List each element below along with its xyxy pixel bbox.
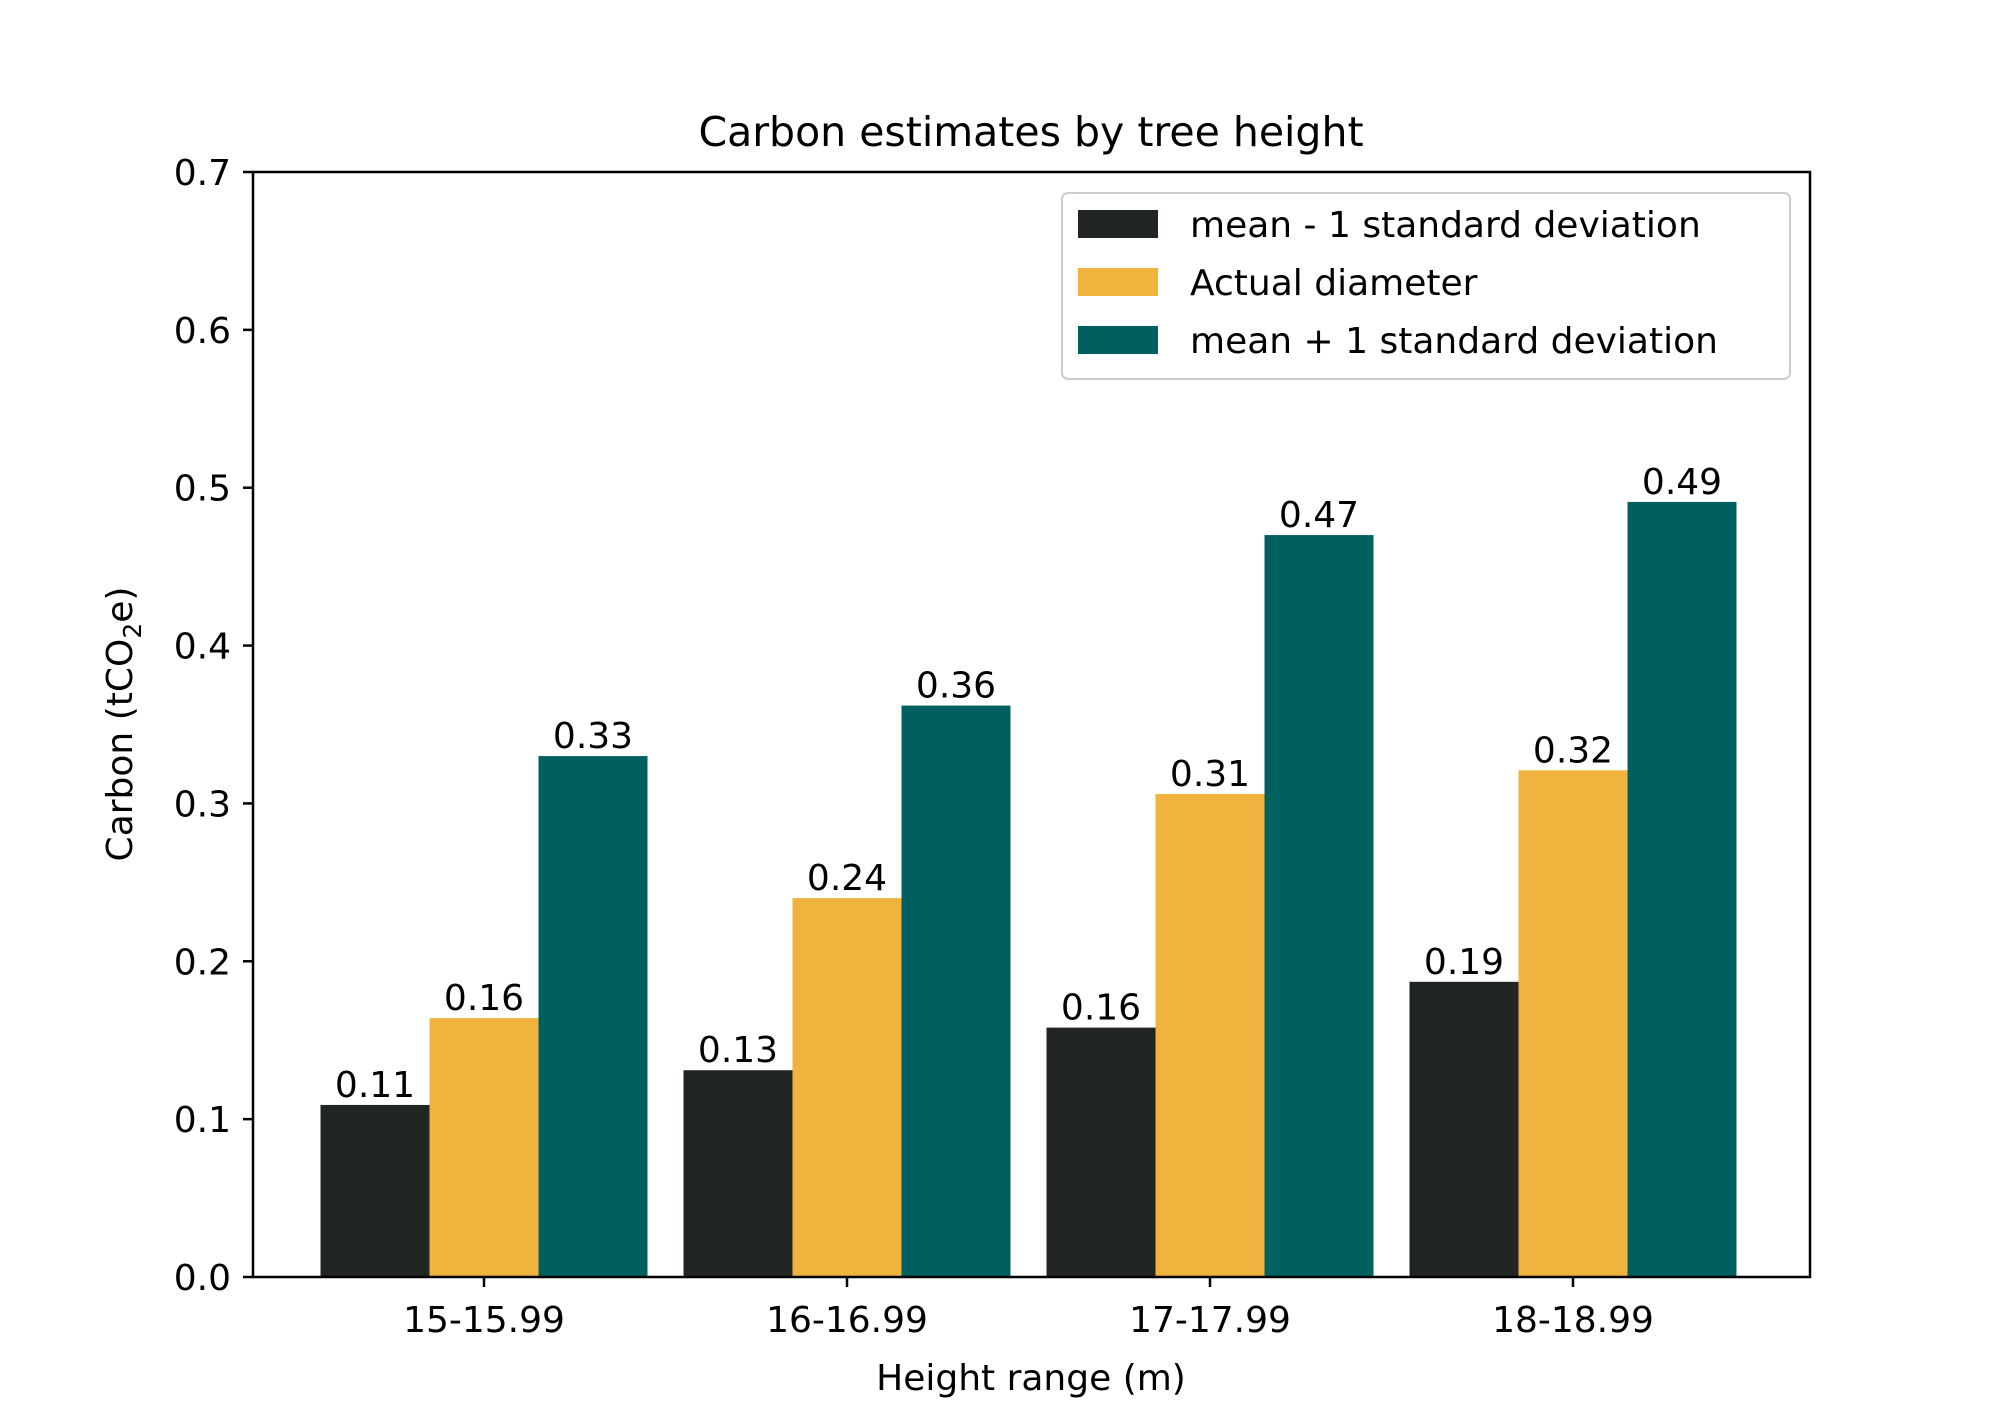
bar-value-label-series-1-category-1: 0.24 (807, 858, 887, 899)
bar-value-label-series-2-category-2: 0.47 (1279, 495, 1359, 536)
x-tick-label-0: 15-15.99 (403, 1300, 565, 1341)
bar-labels-layer: 0.11 0.13 0.16 0.19 0.16 0.24 0.31 0.32 0.33 0.36… (335, 462, 1722, 1106)
bar-series-0-category-3 (1409, 981, 1519, 1277)
y-axis-label-tail: e) (100, 587, 141, 623)
x-tick-label-1: 16-16.99 (766, 1300, 928, 1341)
bar-value-label-series-1-category-3: 0.32 (1533, 730, 1613, 771)
x-axis: 15-15.99 16-16.99 17-17.99 18-18.99 (403, 1277, 1654, 1341)
bar-value-label-series-0-category-1: 0.13 (698, 1030, 778, 1071)
bar-series-1-category-0 (429, 1018, 539, 1277)
y-axis-label: Carbon (tCO2e) (100, 587, 147, 862)
bar-value-label-series-1-category-2: 0.31 (1170, 754, 1250, 795)
bar-series-2-category-3 (1627, 501, 1737, 1278)
plot-frame (251, 170, 1812, 1279)
bar-series-0-category-2 (1046, 1027, 1156, 1277)
bars-layer (320, 501, 1737, 1278)
y-tick-label-5: 0.5 (174, 469, 231, 510)
bar-value-label-series-0-category-2: 0.16 (1061, 988, 1141, 1029)
y-tick-label-7: 0.7 (174, 153, 231, 194)
legend-frame (1061, 192, 1791, 380)
legend: mean - 1 standard deviation Actual diame… (1061, 192, 1791, 380)
bar-series-1-category-3 (1518, 770, 1628, 1277)
y-axis-label-subscript: 2 (118, 623, 147, 639)
x-tick-label-3: 18-18.99 (1492, 1300, 1654, 1341)
y-tick-label-4: 0.4 (174, 627, 231, 668)
y-tick-label-1: 0.1 (174, 1100, 231, 1141)
bar-series-2-category-0 (538, 756, 648, 1277)
bar-series-0-category-1 (683, 1070, 793, 1277)
bar-series-2-category-1 (901, 705, 1011, 1277)
y-axis: 0.0 0.1 0.2 0.3 0.4 0.5 0.6 0.7 (174, 153, 253, 1299)
bar-series-1-category-2 (1155, 793, 1265, 1277)
bar-series-2-category-2 (1264, 535, 1374, 1277)
y-axis-label-main: Carbon (tCO (100, 639, 141, 862)
y-tick-label-0: 0.0 (174, 1258, 231, 1299)
bar-value-label-series-2-category-0: 0.33 (553, 716, 633, 757)
bar-value-label-series-1-category-0: 0.16 (444, 978, 524, 1019)
legend-swatch-series-1 (1078, 268, 1158, 296)
legend-label-series-0: mean - 1 standard deviation (1190, 205, 1701, 246)
bar-value-label-series-2-category-3: 0.49 (1642, 462, 1722, 503)
bar-series-0-category-0 (320, 1104, 430, 1277)
x-axis-label: Height range (m) (876, 1358, 1186, 1399)
bar-series-1-category-1 (792, 898, 902, 1277)
y-tick-label-3: 0.3 (174, 784, 231, 825)
legend-label-series-2: mean + 1 standard deviation (1190, 321, 1718, 362)
bar-value-label-series-2-category-1: 0.36 (916, 666, 996, 707)
bar-value-label-series-0-category-3: 0.19 (1424, 942, 1504, 983)
legend-label-series-1: Actual diameter (1190, 263, 1478, 304)
y-tick-label-6: 0.6 (174, 311, 231, 352)
chart-title: Carbon estimates by tree height (698, 108, 1363, 156)
legend-swatch-series-2 (1078, 326, 1158, 354)
x-tick-label-2: 17-17.99 (1129, 1300, 1291, 1341)
y-tick-label-2: 0.2 (174, 942, 231, 983)
bar-value-label-series-0-category-0: 0.11 (335, 1065, 415, 1106)
legend-swatch-series-0 (1078, 210, 1158, 238)
